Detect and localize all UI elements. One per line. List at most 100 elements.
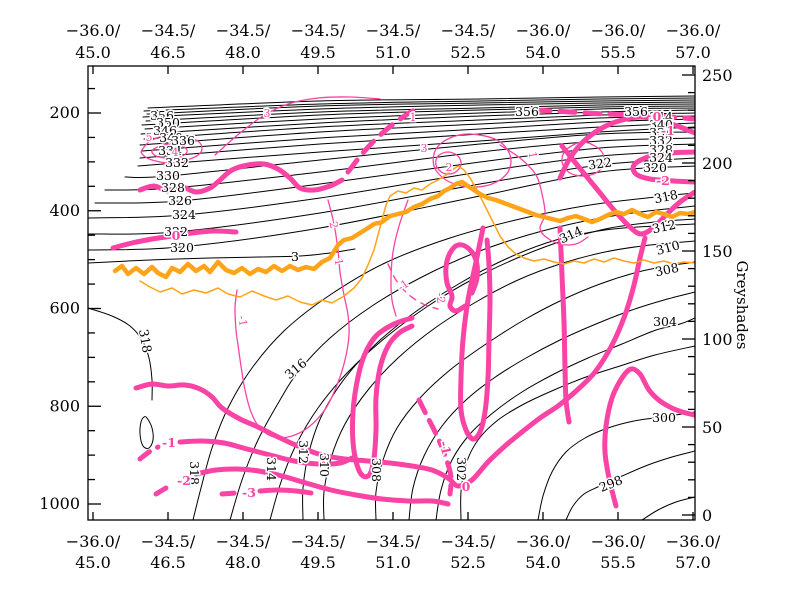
contour-label: 302 xyxy=(454,457,469,481)
axis-tick-label: 52.5 xyxy=(450,43,486,62)
contour-label: 356 xyxy=(515,104,539,119)
contour-label: 356 xyxy=(150,108,174,123)
contour-label: 2 xyxy=(446,161,453,174)
contour-label: 2 xyxy=(326,220,340,230)
contour-mag-thin-dashed-mid xyxy=(387,263,439,310)
contour-mag-thick-hairpin xyxy=(349,315,415,480)
contour-label: -2 xyxy=(434,292,448,304)
contour-label: 318 xyxy=(653,187,680,207)
contour-label: 332 xyxy=(165,155,189,170)
contour-label: 324 xyxy=(172,207,196,222)
contour-label: -1 xyxy=(235,315,250,328)
axis-tick-label: 100 xyxy=(702,330,733,349)
contour-theta-304 xyxy=(435,317,695,520)
contour-label: 320 xyxy=(643,160,667,175)
contour-theta-306 xyxy=(408,291,695,520)
contour-mag-thick-m3 xyxy=(257,487,314,496)
contour-mag-thin-lens-outer xyxy=(140,134,203,164)
contour-label: 316 xyxy=(282,355,310,382)
contour-theta-322 xyxy=(88,157,695,235)
axis-tick-label: 250 xyxy=(702,66,733,85)
contour-label: 336 xyxy=(649,125,673,140)
contour-mag-thin-vert xyxy=(390,199,409,317)
contour-theta-300 xyxy=(537,411,695,520)
contour-label: 346 xyxy=(153,123,177,138)
contour-label: 0 xyxy=(172,228,181,243)
axis-tick-label: 55.5 xyxy=(600,43,636,62)
axis-tick-label: −34.5/ xyxy=(216,532,271,551)
contour-label: 310 xyxy=(654,237,681,258)
axis-tick-label: −36.0/ xyxy=(666,21,721,40)
contour-label: 340 xyxy=(649,117,673,132)
axis-tick-label: 52.5 xyxy=(450,553,486,572)
contour-mag-thick-m1-dash xyxy=(137,444,161,462)
contour-label: 318 xyxy=(136,328,155,354)
right-axis-title: Greyshades xyxy=(733,261,751,350)
contour-label: 318 xyxy=(187,461,202,485)
contour-orange-thick xyxy=(112,179,695,280)
axis-tick-label: 200 xyxy=(702,154,733,173)
contour-label: 3 xyxy=(264,107,271,120)
axis-tick-label: 45.0 xyxy=(75,553,111,572)
contour-label: 334 xyxy=(158,143,182,158)
contour-theta-346 xyxy=(141,105,695,126)
axis-tick-label: 46.5 xyxy=(150,553,186,572)
axis-tick-label: −36.0/ xyxy=(66,532,121,551)
contour-label: 1 xyxy=(525,151,539,160)
axis-tick-label: 600 xyxy=(49,299,80,318)
axis-tick-label: 57.0 xyxy=(675,553,711,572)
contour-label: 312 xyxy=(296,440,311,464)
contour-mag-thick-zero-diag xyxy=(133,235,648,489)
contour-mag-thick-top-left xyxy=(137,161,345,195)
contour-theta-332 xyxy=(137,126,695,167)
contour-label: 1 xyxy=(331,258,345,267)
contour-label: 4 xyxy=(172,146,179,159)
contour-label: 328 xyxy=(649,142,673,157)
contour-label: 324 xyxy=(649,150,673,165)
contour-label: 322 xyxy=(164,224,188,239)
contour-label: 312 xyxy=(651,217,677,237)
axis-tick-label: 55.5 xyxy=(600,553,636,572)
axis-tick-label: −36.0/ xyxy=(666,532,721,551)
contour-label: 304 xyxy=(653,314,677,329)
contour-mag-thin-lens-inner xyxy=(151,143,188,159)
contour-mag-thin-oval-small xyxy=(435,151,462,175)
axis-tick-label: 46.5 xyxy=(150,43,186,62)
contour-label: 332 xyxy=(649,133,673,148)
contour-label: 350 xyxy=(156,115,180,130)
contour-label: -1 xyxy=(661,123,675,138)
contour-mag-thick-m1 xyxy=(177,438,355,467)
contour-theta-354 xyxy=(143,97,695,112)
axis-tick-label: −34.5/ xyxy=(441,532,496,551)
contour-label: 310 xyxy=(317,453,332,477)
contour-label: 356 xyxy=(624,104,648,119)
contour-mag-thin-right xyxy=(499,144,589,246)
contour-mag-thick-m2-dash xyxy=(153,485,169,497)
axis-tick-label: 49.5 xyxy=(300,553,336,572)
contour-label: 298 xyxy=(597,472,625,495)
contour-label: 3 xyxy=(291,249,299,264)
axis-tick-label: −36.0/ xyxy=(591,21,646,40)
contour-label: 1 xyxy=(410,111,417,124)
contour-theta-338 xyxy=(139,115,695,146)
contour-label: 0 xyxy=(653,109,662,124)
axis-tick-label: −34.5/ xyxy=(441,21,496,40)
contour-label: 0 xyxy=(462,479,471,494)
axis-tick-label: 50 xyxy=(702,418,722,437)
contour-labels: 356 3563563503463403363343323303283263243… xyxy=(135,103,683,502)
axis-tick-label: 51.0 xyxy=(375,43,411,62)
axis-tick-label: 54.0 xyxy=(525,553,561,572)
contour-label: 336 xyxy=(171,133,195,148)
axis-tick-label: 1000 xyxy=(39,494,80,513)
contour-mag-thick-tall-strand xyxy=(557,225,572,425)
contour-label: 326 xyxy=(168,193,192,208)
axis-tick-label: 800 xyxy=(49,396,80,415)
contour-mag-thin-valley xyxy=(234,199,350,439)
contour-label: 330 xyxy=(156,168,180,183)
axis-tick-label: −36.0/ xyxy=(66,21,121,40)
contour-mag-thick-V xyxy=(559,143,695,237)
contour-theta-330 xyxy=(124,131,695,179)
axis-tick-label: 48.0 xyxy=(225,553,261,572)
axis-tick-label: 57.0 xyxy=(675,43,711,62)
